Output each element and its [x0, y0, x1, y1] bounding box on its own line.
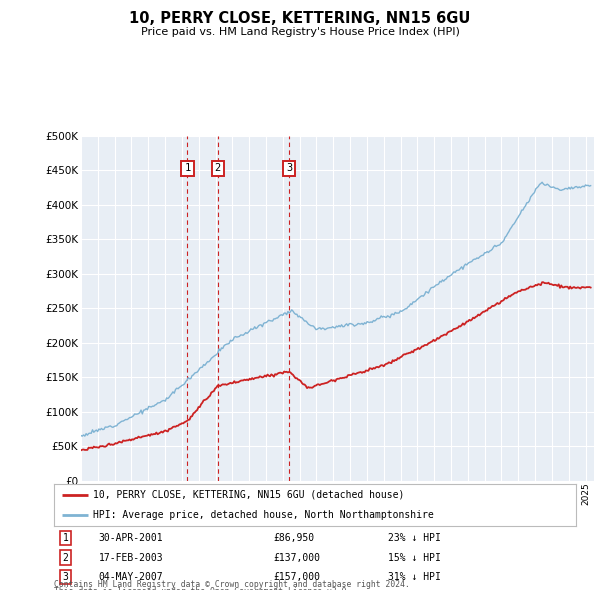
Text: 31% ↓ HPI: 31% ↓ HPI	[388, 572, 441, 582]
Text: 2: 2	[62, 553, 68, 562]
Text: 3: 3	[62, 572, 68, 582]
Text: 1: 1	[62, 533, 68, 543]
Text: £157,000: £157,000	[273, 572, 320, 582]
Text: This data is licensed under the Open Government Licence v3.0.: This data is licensed under the Open Gov…	[54, 587, 352, 590]
Text: 2: 2	[215, 163, 221, 173]
Text: 04-MAY-2007: 04-MAY-2007	[98, 572, 163, 582]
Text: 17-FEB-2003: 17-FEB-2003	[98, 553, 163, 562]
Text: £137,000: £137,000	[273, 553, 320, 562]
Text: 30-APR-2001: 30-APR-2001	[98, 533, 163, 543]
Text: 3: 3	[286, 163, 292, 173]
Text: 10, PERRY CLOSE, KETTERING, NN15 6GU: 10, PERRY CLOSE, KETTERING, NN15 6GU	[130, 11, 470, 25]
Text: Contains HM Land Registry data © Crown copyright and database right 2024.: Contains HM Land Registry data © Crown c…	[54, 580, 410, 589]
Text: 23% ↓ HPI: 23% ↓ HPI	[388, 533, 441, 543]
Text: Price paid vs. HM Land Registry's House Price Index (HPI): Price paid vs. HM Land Registry's House …	[140, 27, 460, 37]
Text: 10, PERRY CLOSE, KETTERING, NN15 6GU (detached house): 10, PERRY CLOSE, KETTERING, NN15 6GU (de…	[93, 490, 404, 500]
Text: HPI: Average price, detached house, North Northamptonshire: HPI: Average price, detached house, Nort…	[93, 510, 434, 520]
Text: £86,950: £86,950	[273, 533, 314, 543]
Text: 15% ↓ HPI: 15% ↓ HPI	[388, 553, 441, 562]
Text: 1: 1	[184, 163, 191, 173]
